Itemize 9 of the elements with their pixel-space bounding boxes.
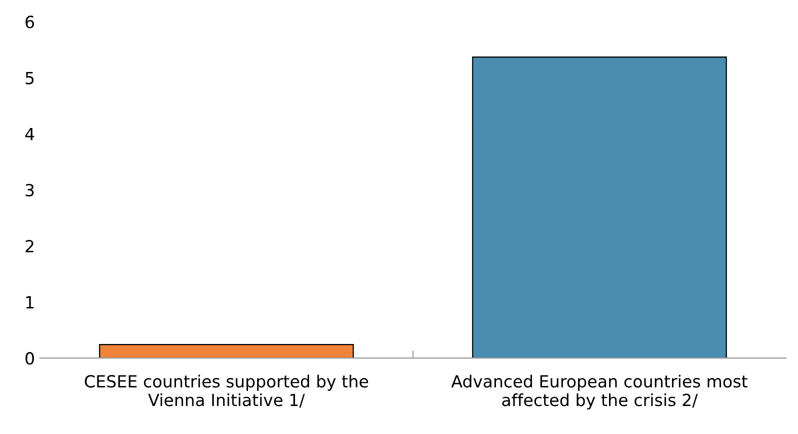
- x-tick-label: Advanced European countries most affected by the crisis 2/: [451, 374, 748, 410]
- y-tick-label: 5: [26, 72, 34, 84]
- y-tick-label: 0: [26, 352, 34, 365]
- y-tick-label: 2: [26, 240, 34, 252]
- x-tick-label: CESEE countries supported by the Vienna Initiative 1/: [84, 374, 368, 408]
- y-tick-label: 1: [26, 296, 34, 308]
- y-tick-label: 6: [26, 16, 34, 28]
- y-tick-label: 3: [26, 184, 34, 196]
- y-tick-label: 4: [25, 128, 34, 140]
